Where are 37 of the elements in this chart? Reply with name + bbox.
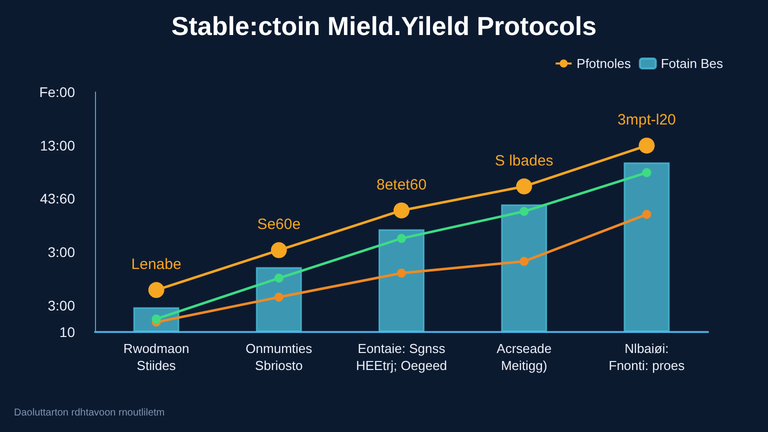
point: [520, 206, 529, 216]
annotation: S lbades: [494, 152, 554, 170]
x-tick-label: Acrseade Meitigg): [496, 341, 552, 373]
legend-label: Fotain Bes: [660, 56, 724, 71]
annotation: Lenabe: [131, 256, 182, 274]
point: [516, 178, 532, 194]
point: [638, 138, 655, 154]
point: [274, 274, 284, 283]
point: [520, 256, 529, 266]
point: [397, 268, 406, 278]
point: [394, 202, 410, 218]
annotation: Se60e: [257, 216, 301, 234]
annotation: 3mpt-l20: [618, 112, 676, 129]
text: 3:00: [48, 297, 76, 314]
text: 13:00: [40, 137, 76, 154]
point: [152, 314, 161, 324]
legend-label: Pfotnoles: [576, 56, 632, 71]
bar: [378, 229, 424, 332]
chart-title: Stable:ctoin Mield.Yileld Protocols: [171, 11, 597, 41]
text: 10: [59, 324, 76, 340]
x-tick-label: Nlbaiøi: Fnonti: proes: [608, 341, 686, 373]
x-tick-label: Rwodmaon Stiides: [123, 341, 190, 373]
point: [642, 210, 652, 219]
point: [642, 168, 652, 178]
point: [270, 242, 287, 258]
text: 3:00: [48, 244, 76, 260]
text: 43:60: [40, 190, 76, 207]
x-tick-label: Onmumties Sbriosto: [246, 341, 313, 373]
point: [148, 282, 164, 298]
text: Fe:00: [39, 84, 76, 100]
bar: [501, 204, 548, 332]
x-tick-label: Eontaie: Sgnss HEEtrj; Oegeed: [356, 341, 448, 373]
point: [397, 234, 406, 243]
bar: [624, 162, 670, 332]
text: Daoluttarton rdhtavoon rnoutliletm: [14, 408, 165, 418]
point: [274, 292, 284, 302]
annotation: 8etet60: [376, 176, 427, 194]
